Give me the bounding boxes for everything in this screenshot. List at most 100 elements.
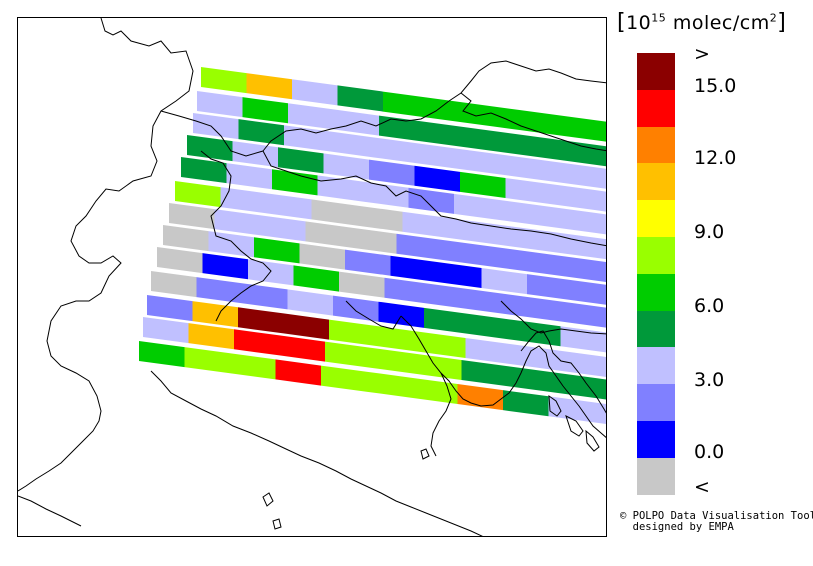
swath-cell [143, 317, 189, 344]
swath-cell [594, 402, 606, 425]
swath-cell [139, 341, 185, 368]
swath-cell [196, 277, 242, 304]
swath-cell [396, 233, 442, 260]
swath-cell [157, 247, 203, 274]
swath-cell [379, 115, 425, 142]
swath-cell [329, 131, 375, 158]
swath-cell [454, 193, 500, 220]
swath-cell [416, 353, 462, 380]
coastline [400, 315, 606, 438]
swath-cell [503, 390, 549, 417]
coastline [150, 370, 483, 536]
swath-cell [442, 239, 488, 266]
swath-cell [474, 103, 520, 130]
island [262, 492, 274, 507]
swath-cell [242, 97, 288, 124]
colorbar-tick-label: 3.0 [694, 369, 725, 391]
swath-cell [226, 163, 272, 190]
swath-cell [272, 169, 318, 196]
swath-cell [390, 255, 436, 282]
swath-cell [539, 230, 585, 257]
colorbar-swatch [637, 126, 675, 164]
swath-cell [181, 157, 227, 184]
swath-cell [193, 113, 239, 140]
swath-cell [197, 91, 243, 118]
swath-cell [147, 295, 193, 322]
border-line [200, 150, 272, 322]
swath-cell [465, 337, 511, 365]
colorbar-swatch [637, 89, 675, 127]
swath-cell [351, 227, 397, 254]
swath-cell [557, 162, 603, 189]
swath-cell [420, 143, 466, 170]
swath-cell [448, 217, 494, 244]
swath-cell [556, 350, 602, 377]
swath-cell [333, 295, 379, 322]
swath-cell [254, 237, 300, 264]
colorbar-swatch [637, 457, 675, 495]
colorbar-tick-label: > [694, 43, 710, 65]
island [272, 518, 282, 530]
colorbar-swatch [637, 310, 675, 348]
colorbar-tick-label: 15.0 [694, 75, 737, 97]
swath-cell [511, 344, 557, 371]
swath-cell [383, 91, 429, 118]
swath-cell [430, 283, 476, 310]
border-line [460, 92, 606, 152]
swath-cell [317, 175, 363, 202]
swath-cell [402, 211, 448, 238]
swath-cell [357, 205, 403, 232]
swath-cell [163, 225, 209, 252]
swath-cell [470, 127, 516, 154]
island [420, 448, 430, 460]
border-line [500, 300, 606, 335]
map-canvas [18, 18, 606, 536]
legend-bracket-close: ] [777, 10, 787, 35]
swath-cell [499, 199, 545, 227]
swath-cell [384, 277, 430, 304]
swath-cell [369, 159, 415, 186]
swath-cell [169, 203, 215, 230]
colorbar-swatch [637, 420, 675, 458]
swath-cell [428, 97, 474, 124]
swath-cell [374, 325, 420, 352]
swath-cell [602, 356, 606, 377]
island [548, 394, 562, 417]
swath-cell [284, 125, 330, 152]
swath-cell [596, 190, 606, 212]
coastline [18, 495, 82, 527]
colorbar-swatch [637, 200, 675, 237]
swath-cell [292, 79, 338, 106]
swath-cell [242, 283, 288, 310]
swath-cell [519, 109, 565, 137]
colorbar-tick-label: 6.0 [694, 295, 725, 317]
swath-cell [187, 135, 233, 162]
border-line [18, 18, 194, 492]
swath-cell [545, 206, 591, 233]
swath-cell [246, 73, 292, 100]
swath-cell [279, 335, 325, 362]
credits-line-1: © POLPO Data Visualisation Tool [620, 510, 813, 522]
swath-cell [602, 168, 606, 189]
swath-cell [378, 301, 424, 328]
coastline [520, 330, 606, 414]
swath-cell [238, 307, 284, 334]
swath-cell [552, 372, 598, 399]
swath-cell [337, 85, 383, 112]
swath-cell [311, 199, 357, 226]
swath-cell [325, 341, 371, 368]
colorbar [637, 53, 675, 495]
island [585, 429, 600, 452]
swath-cell [184, 347, 230, 374]
swath-cell [175, 181, 221, 208]
legend-unit-square: 2 [769, 11, 778, 25]
swath-cell [475, 289, 521, 317]
swath-cell [151, 271, 197, 298]
country-borders [18, 18, 606, 536]
swath-cell [408, 187, 454, 214]
swath-cell [436, 261, 482, 288]
swath-cell [424, 307, 470, 334]
swath-cell [288, 103, 334, 130]
border-line [160, 110, 606, 247]
swath-cell [566, 302, 606, 328]
